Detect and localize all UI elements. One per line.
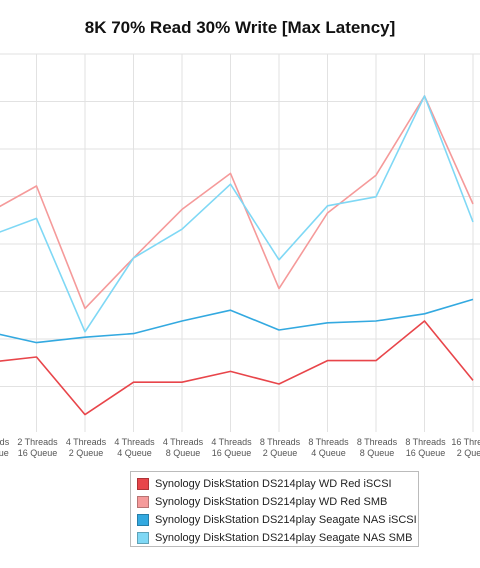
legend-swatch: [137, 496, 149, 508]
x-tick-label: 8 Threads 8 Queue: [357, 437, 398, 458]
series-line-2: [0, 95, 474, 310]
legend-item: Synology DiskStation DS214play Seagate N…: [137, 529, 418, 547]
legend-swatch: [137, 478, 149, 490]
legend-label: Synology DiskStation DS214play WD Red iS…: [155, 478, 392, 490]
legend-swatch: [137, 514, 149, 526]
x-tick-label: 8 Threads 16 Queue: [405, 437, 446, 458]
legend-label: Synology DiskStation DS214play Seagate N…: [155, 514, 417, 526]
x-tick-label: 4 Threads 2 Queue: [66, 437, 107, 458]
legend: Synology DiskStation DS214play WD Red iS…: [130, 471, 419, 547]
chart-title: 8K 70% Read 30% Write [Max Latency]: [84, 18, 396, 37]
x-tick-label: 4 Threads 8 Queue: [163, 437, 204, 458]
series-lines: [0, 95, 474, 416]
x-tick-label: 8 Threads 4 Queue: [308, 437, 349, 458]
legend-item: Synology DiskStation DS214play WD Red SM…: [137, 493, 418, 511]
series-line-4: [0, 95, 474, 333]
series-line-1: [0, 320, 474, 416]
x-tick-label: 2 Threads 16 Queue: [17, 437, 58, 458]
legend-item: Synology DiskStation DS214play Seagate N…: [137, 511, 418, 529]
legend-label: Synology DiskStation DS214play Seagate N…: [155, 532, 413, 544]
series-line-3: [0, 298, 474, 344]
grid: [0, 53, 480, 432]
legend-swatch: [137, 532, 149, 544]
x-tick-label: 8 Threads 2 Queue: [260, 437, 301, 458]
legend-item: Synology DiskStation DS214play WD Red iS…: [137, 475, 418, 493]
x-tick-label: 4 Threads 4 Queue: [114, 437, 155, 458]
x-tick-label: 4 Threads 16 Queue: [211, 437, 252, 458]
legend-label: Synology DiskStation DS214play WD Red SM…: [155, 496, 388, 508]
